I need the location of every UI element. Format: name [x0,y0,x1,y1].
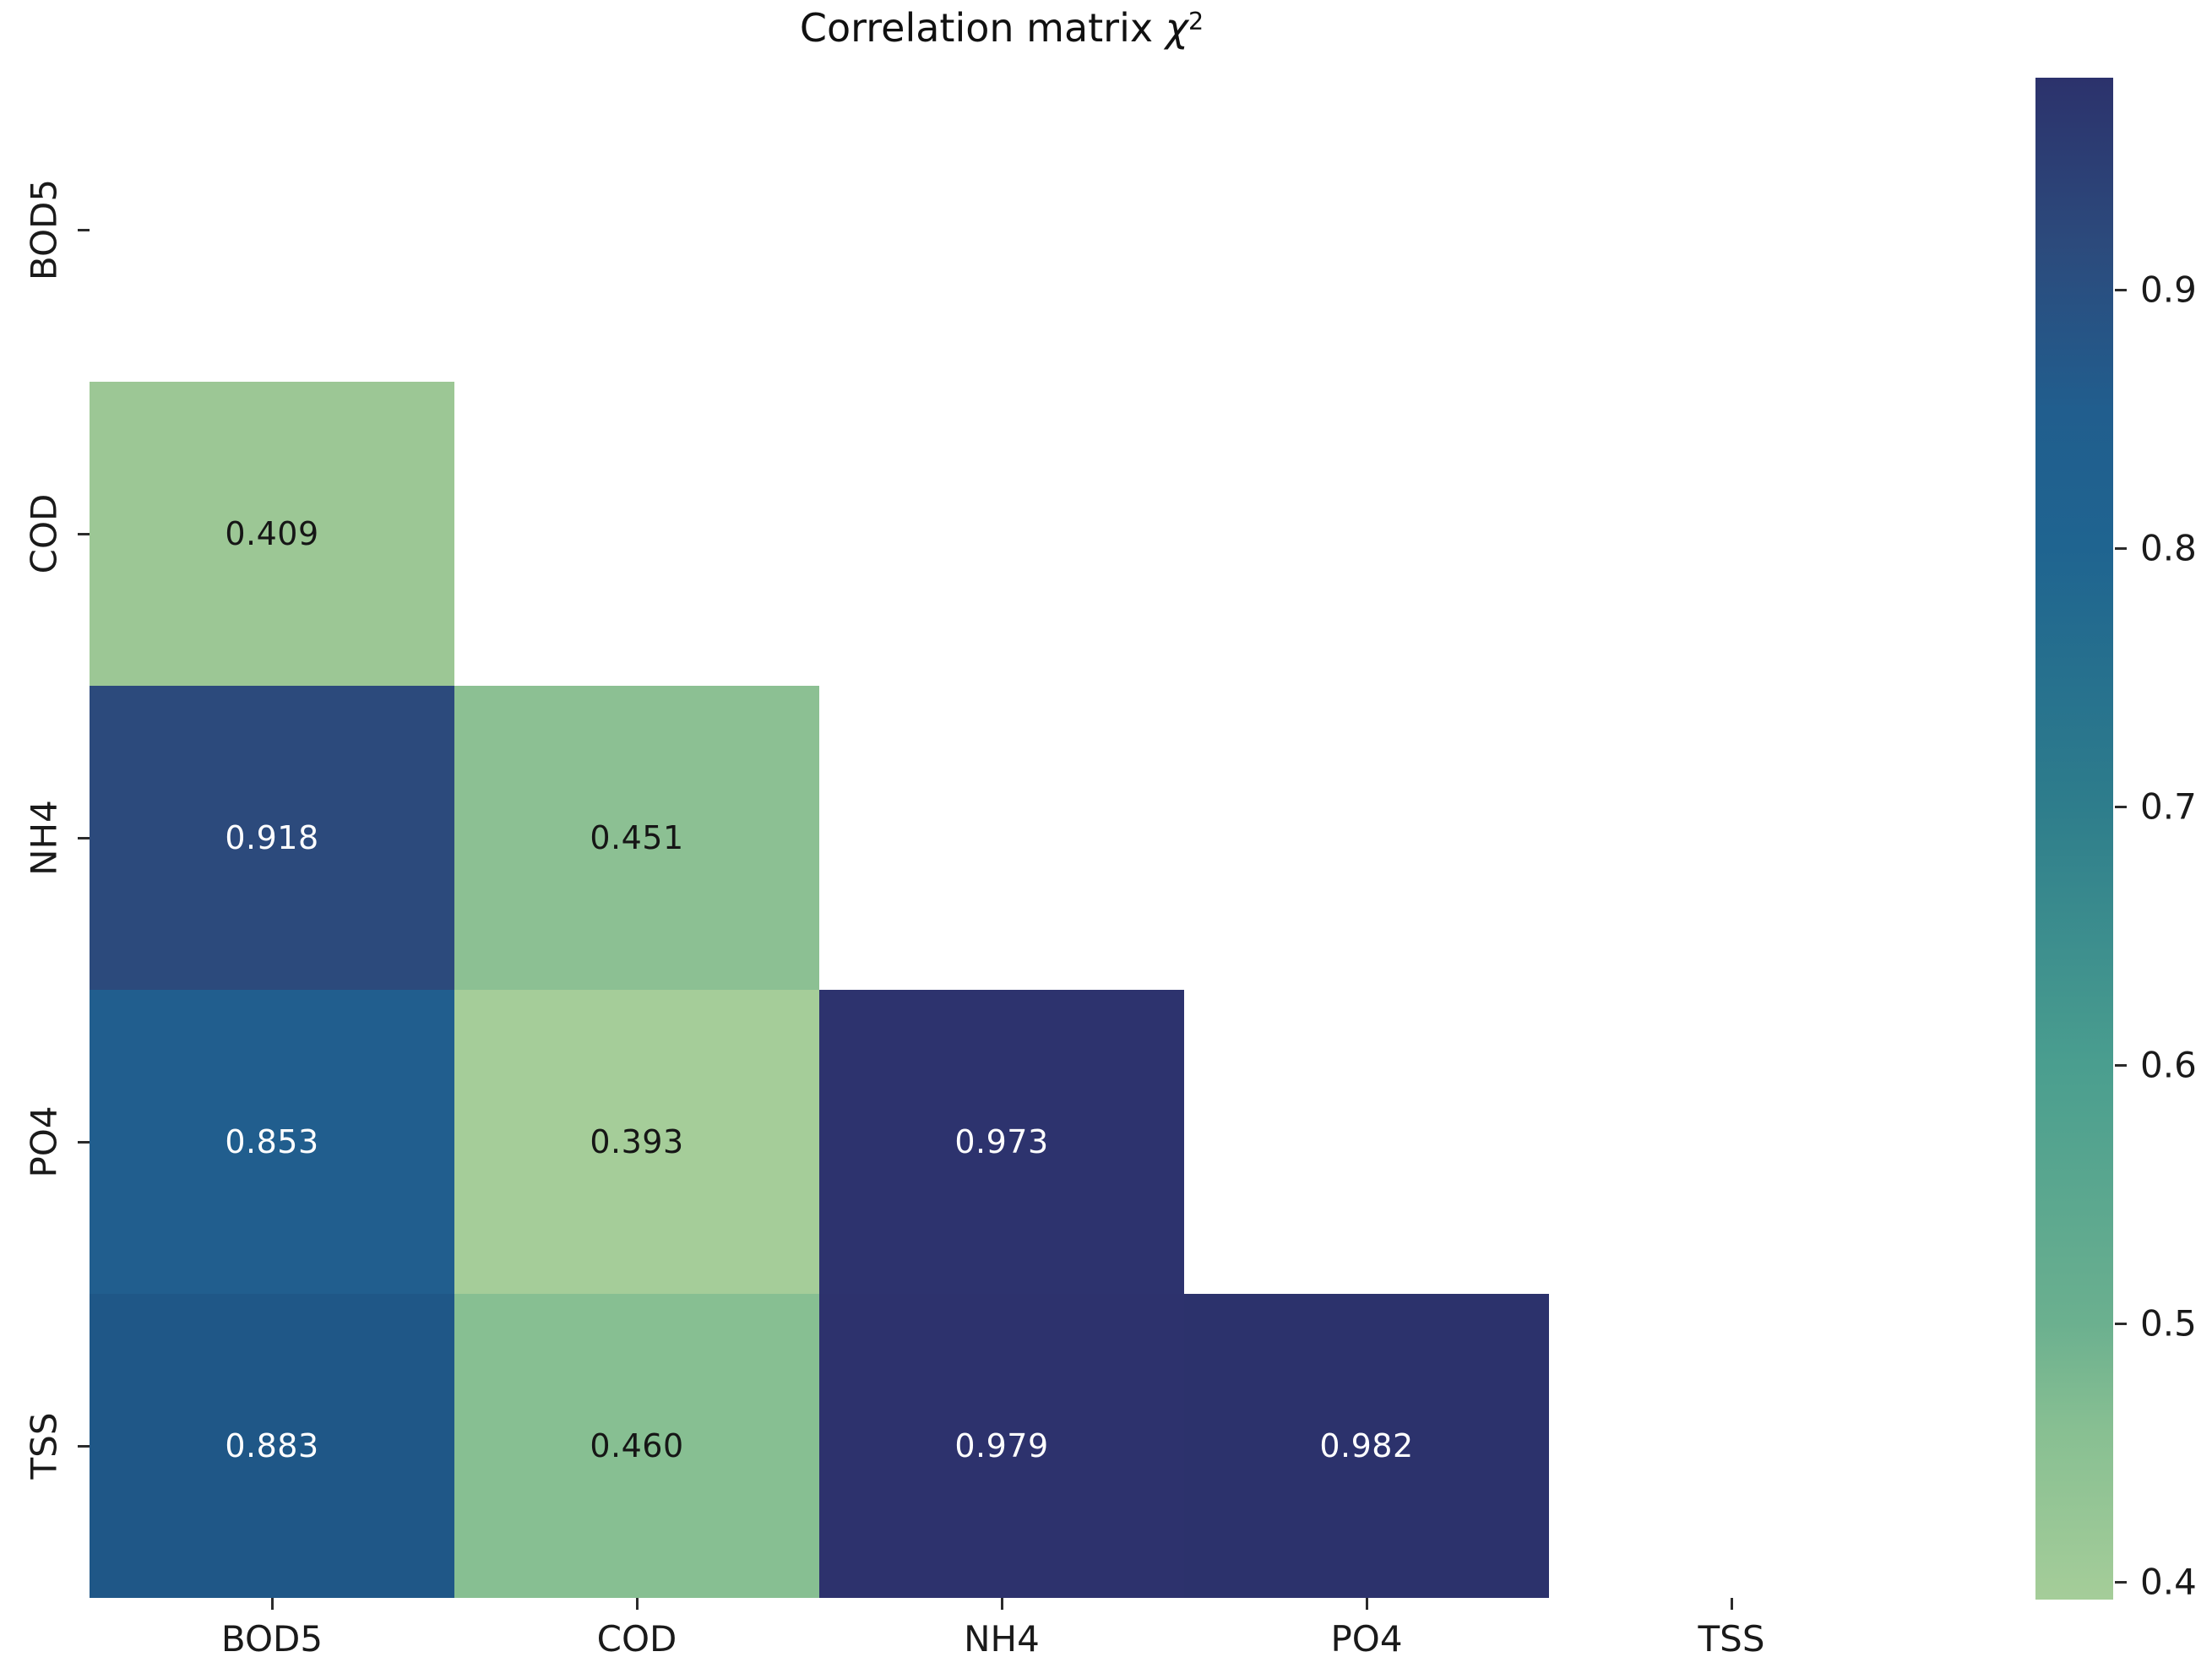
colorbar [2035,78,2113,1600]
colorbar-tick-mark [2115,1322,2127,1325]
heatmap-cell: 0.918 [90,686,454,990]
x-tick-label: COD [596,1618,677,1660]
x-tick-label: BOD5 [220,1618,323,1660]
y-tick-label: PO4 [23,1106,65,1178]
y-tick-mark [78,533,90,535]
cell-value: 0.409 [225,515,319,552]
heatmap-cell: 0.409 [90,382,454,686]
cell-value: 0.451 [590,819,684,856]
x-tick-label: TSS [1698,1618,1765,1660]
cell-value: 0.918 [225,819,319,856]
y-tick-label: NH4 [23,800,65,876]
colorbar-tick-mark [2115,1580,2127,1584]
cell-value: 0.883 [225,1427,319,1464]
heatmap-grid: 0.409 0.918 0.451 0.853 0.393 0.973 0.883 0.460… [90,78,1914,1598]
x-tick-mark [271,1598,274,1610]
colorbar-tick-mark [2115,288,2127,291]
x-tick-label: PO4 [1330,1618,1403,1660]
chi-symbol: χ [1165,5,1188,51]
cell-value: 0.393 [590,1123,684,1160]
y-tick-mark [78,837,90,839]
x-tick-mark [636,1598,639,1610]
chart-title-text: Correlation matrix [799,5,1166,51]
heatmap-cell: 0.460 [454,1294,819,1598]
cell-value: 0.460 [590,1427,684,1464]
y-tick-label: TSS [23,1412,65,1480]
y-tick-mark [78,1445,90,1448]
heatmap-cell: 0.451 [454,686,819,990]
cell-value: 0.853 [225,1123,319,1160]
y-tick-label: COD [23,493,65,574]
colorbar-tick-label: 0.4 [2140,1561,2197,1603]
x-tick-mark [1731,1598,1733,1610]
y-tick-mark [78,1141,90,1144]
y-tick-mark [78,229,90,231]
cell-value: 0.979 [954,1427,1049,1464]
heatmap-cell: 0.393 [454,990,819,1294]
x-tick-mark [1366,1598,1368,1610]
heatmap-cell: 0.973 [819,990,1184,1294]
heatmap-cell: 0.979 [819,1294,1184,1598]
colorbar-tick-label: 0.6 [2140,1044,2197,1086]
colorbar-tick-label: 0.9 [2140,269,2197,311]
colorbar-tick-mark [2115,546,2127,550]
x-tick-label: NH4 [964,1618,1040,1660]
colorbar-tick-label: 0.5 [2140,1302,2197,1345]
heatmap-cell: 0.883 [90,1294,454,1598]
colorbar-tick-mark [2115,805,2127,808]
heatmap-cell: 0.982 [1184,1294,1549,1598]
chart-title: Correlation matrix χ2 [90,5,1914,51]
colorbar-tick-mark [2115,1063,2127,1067]
y-tick-label: BOD5 [23,178,65,281]
cell-value: 0.982 [1319,1427,1414,1464]
colorbar-tick-label: 0.8 [2140,527,2197,569]
heatmap-cell: 0.853 [90,990,454,1294]
colorbar-tick-label: 0.7 [2140,785,2197,828]
x-tick-mark [1001,1598,1003,1610]
cell-value: 0.973 [954,1123,1049,1160]
chi-exponent: 2 [1188,7,1204,35]
